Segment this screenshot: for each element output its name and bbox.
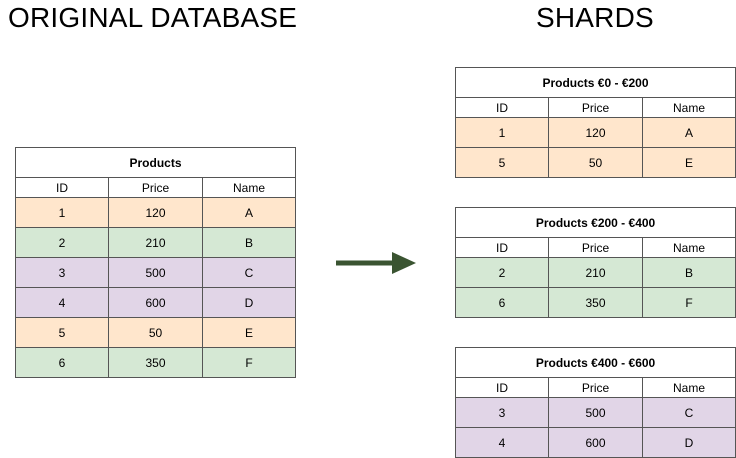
arrow-right-icon (336, 252, 416, 274)
table-shard-3: Products €400 - €600 ID Price Name 3 500 C 4 600… (454, 347, 736, 458)
table-cell: 2 (15, 227, 109, 258)
table-cell: 1 (455, 117, 549, 148)
table-cell: 350 (548, 287, 643, 318)
table-cell: 3 (455, 397, 549, 428)
original-database-heading: ORIGINAL DATABASE (8, 2, 298, 33)
table-cell: 2 (455, 257, 549, 288)
table-cell: 210 (108, 227, 203, 258)
column-header: Name (642, 97, 736, 118)
shards-heading: SHARDS (536, 2, 654, 33)
table-cell: C (202, 257, 296, 288)
table-cell: 6 (15, 347, 109, 378)
table-row: 6 350 F (15, 347, 296, 378)
table-cell: 500 (548, 397, 643, 428)
table-cell: 350 (108, 347, 203, 378)
table-cell: A (202, 197, 296, 228)
table-cell: B (202, 227, 296, 258)
table-cell: D (202, 287, 296, 318)
table-row: 1 120 A (455, 117, 736, 148)
table-row: 5 50 E (15, 317, 296, 348)
table-row: 6 350 F (455, 287, 736, 318)
table-row: 1 120 A (15, 197, 296, 228)
table-cell: F (641, 287, 736, 318)
table-cell: F (202, 347, 296, 378)
table-cell: 4 (15, 287, 109, 318)
column-header: Price (548, 377, 643, 398)
table-cell: B (641, 257, 736, 288)
table-row: 4 600 D (15, 287, 296, 318)
table-row: 5 50 E (455, 147, 736, 178)
table-cell: E (642, 147, 736, 178)
table-row: 4 600 D (455, 427, 736, 458)
table-cell: 50 (548, 147, 643, 178)
table-cell: 600 (548, 427, 643, 458)
table-cell: C (641, 397, 736, 428)
table-row: 2 210 B (455, 257, 736, 288)
column-header: ID (15, 177, 109, 198)
table-cell: 1 (15, 197, 109, 228)
table-cell: 120 (548, 117, 643, 148)
table-row: 3 500 C (455, 397, 736, 428)
table-title: Products (15, 147, 296, 178)
table-cell: 5 (455, 147, 549, 178)
table-title: Products €400 - €600 (454, 347, 736, 378)
table-title: Products €200 - €400 (454, 207, 736, 238)
table-original: Products ID Price Name 1 120 A 2 210 B 3 500 C 4 600 D 5… (15, 147, 296, 378)
table-cell: A (642, 117, 736, 148)
column-header: ID (455, 97, 549, 118)
table-cell: 6 (455, 287, 549, 318)
table-cell: 210 (548, 257, 643, 288)
table-cell: 5 (15, 317, 109, 348)
table-row: 3 500 C (15, 257, 296, 288)
table-cell: 50 (108, 317, 203, 348)
table-title: Products €0 - €200 (455, 67, 736, 98)
table-cell: 600 (108, 287, 203, 318)
table-cell: 4 (455, 427, 549, 458)
column-header: ID (455, 377, 549, 398)
table-cell: 500 (108, 257, 203, 288)
column-header: Price (548, 97, 643, 118)
table-cell: D (641, 427, 736, 458)
table-row: 2 210 B (15, 227, 296, 258)
column-header: Name (641, 237, 736, 258)
column-header: ID (455, 237, 549, 258)
column-header: Price (108, 177, 203, 198)
table-shard-2: Products €200 - €400 ID Price Name 2 210 B 6 350… (454, 207, 736, 318)
table-cell: 120 (108, 197, 203, 228)
table-cell: E (202, 317, 296, 348)
column-header: Name (202, 177, 296, 198)
column-header: Name (641, 377, 736, 398)
table-cell: 3 (15, 257, 109, 288)
table-shard-1: Products €0 - €200 ID Price Name 1 120 A 5 50 E (455, 67, 736, 178)
column-header: Price (548, 237, 643, 258)
